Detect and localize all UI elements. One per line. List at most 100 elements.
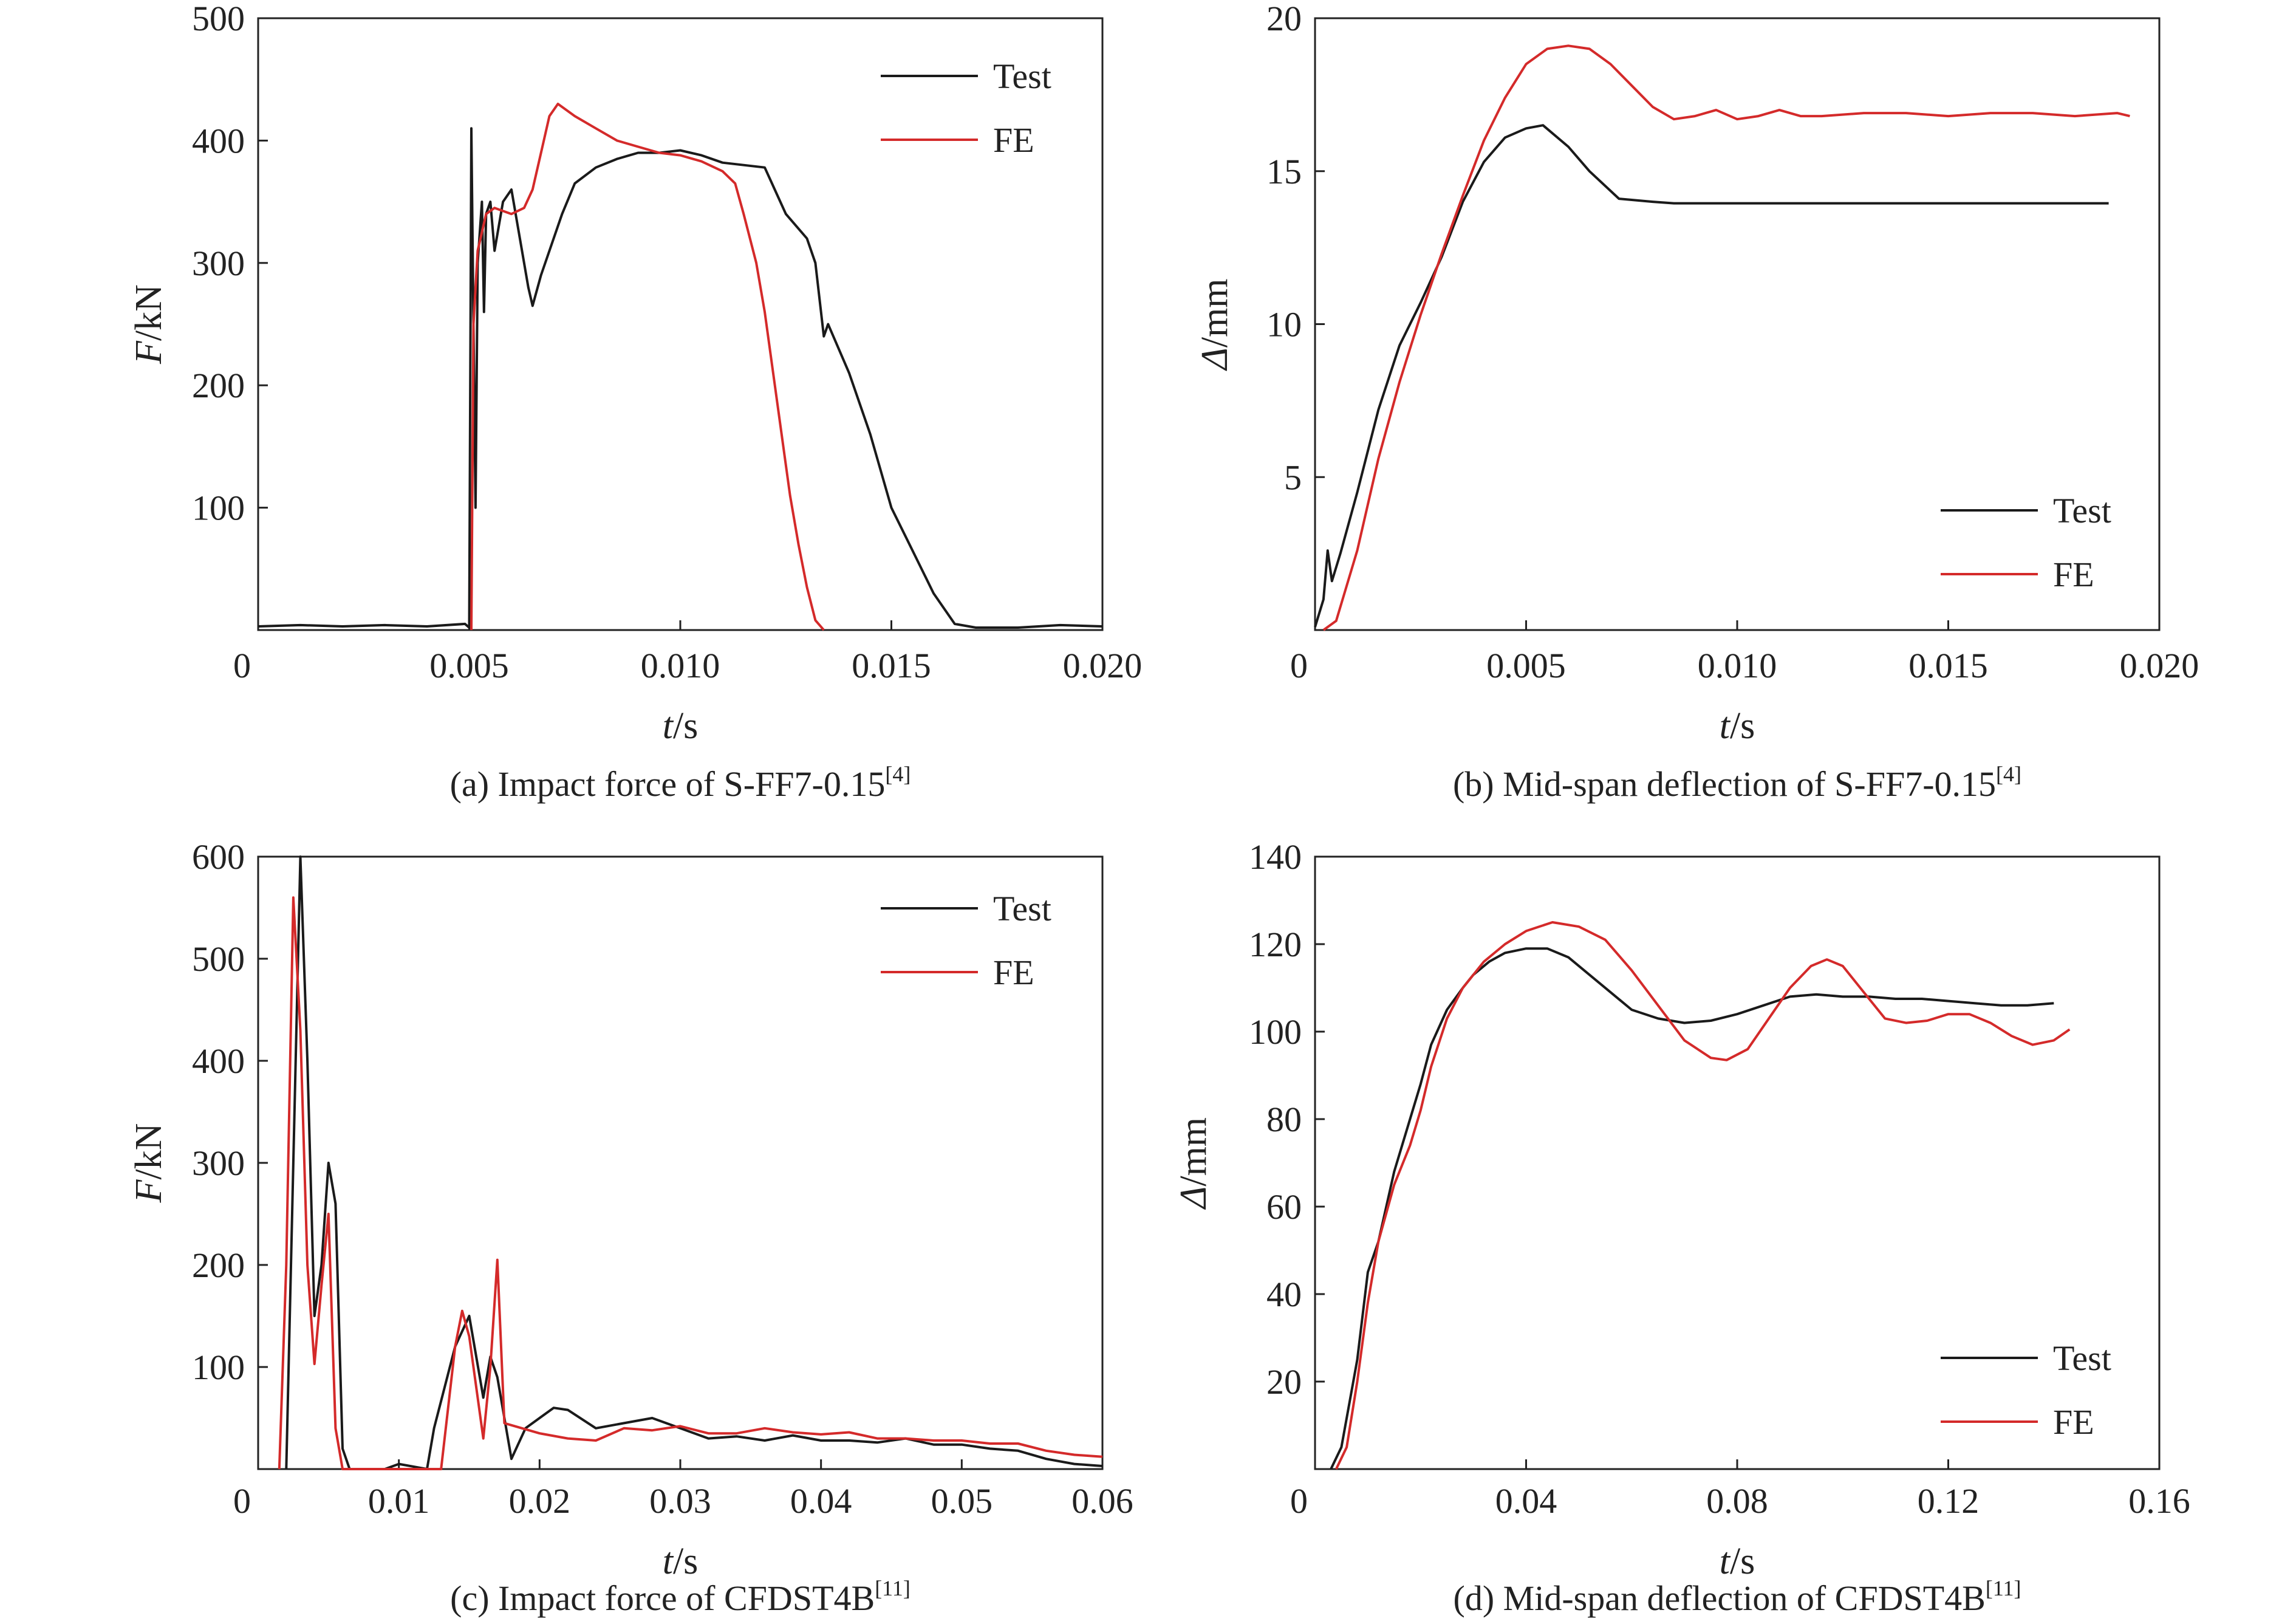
x-tick-label: 0.015 [852,646,931,685]
x-axis-unit: /s [673,1541,698,1582]
caption-text: (c) Impact force of CFDST4B [450,1578,875,1618]
y-axis-label: Δ/mm [1194,278,1235,371]
y-tick-label: 20 [1266,1362,1302,1402]
y-axis-unit: /kN [128,284,169,341]
x-axis-label: t/s [1720,705,1755,747]
plot-frame [1314,855,2161,1470]
y-axis-variable: Δ [1194,348,1235,371]
x-tick-label: 0.03 [649,1481,711,1521]
chart-b: 0 0.005 0.010 0.015 0.020 5 10 15 20 t/s Δ/mm Test F… [1194,0,2199,804]
y-tick-label: 200 [192,366,245,405]
series-line-test [1314,124,2109,628]
series-line-fe [1322,44,2130,631]
y-tick-label: 200 [192,1245,245,1285]
x-tick-label: 0.04 [790,1481,852,1521]
x-tick-label: 0.015 [1908,646,1988,685]
x-tick-label: 0.020 [2120,646,2199,685]
x-tick-label: 0.02 [509,1481,571,1521]
chart-c: 0 0.01 0.02 0.03 0.04 0.05 0.06 100 200 300 400 500… [128,837,1133,1618]
y-tick-label: 500 [192,939,245,979]
x-tick-label: 0.01 [368,1481,430,1521]
y-tick-label: 300 [192,1143,245,1183]
caption-text: (a) Impact force of S-FF7-0.15 [450,764,886,804]
x-tick-label: 0.05 [931,1481,993,1521]
x-axis-variable: t [1720,705,1731,747]
x-tick-label: 0 [1290,1481,1308,1521]
y-tick-label: 80 [1266,1100,1302,1139]
y-tick-label: 300 [192,244,245,283]
x-axis-unit: /s [1730,1541,1755,1582]
plot-frame [257,17,1104,631]
y-tick-label: 140 [1249,837,1302,877]
y-axis-variable: F [128,340,169,365]
y-tick-label: 15 [1266,152,1302,191]
x-tick-label: 0.04 [1495,1481,1557,1521]
subfigure-caption: (c) Impact force of CFDST4B[11] [450,1576,911,1618]
y-tick-label: 60 [1266,1187,1302,1227]
chart-d: 0 0.04 0.08 0.12 0.16 20 40 60 80 100 120 140 t/s Δ/m… [1173,837,2190,1618]
x-axis-unit: /s [673,705,698,747]
x-axis-variable: t [1720,1541,1731,1582]
x-axis-label: t/s [663,705,699,747]
series-line-fe [1334,921,2071,1470]
y-tick-label: 100 [1249,1012,1302,1052]
y-tick-label: 500 [192,0,245,38]
legend-label-fe: FE [993,953,1034,992]
x-axis-variable: t [663,705,674,747]
legend-label-test: Test [2053,1338,2111,1378]
x-tick-label: 0.16 [2128,1481,2190,1521]
y-axis-variable: F [128,1179,169,1203]
subfigure-caption: (b) Mid-span deflection of S-FF7-0.15[4] [1453,762,2021,804]
series-line-fe [470,103,825,631]
subfigure-caption: (d) Mid-span deflection of CFDST4B[11] [1454,1576,2021,1618]
x-axis-label: t/s [1720,1541,1755,1582]
series-line-test [285,855,1103,1470]
legend-label-test: Test [993,57,1051,96]
legend-label-fe: FE [2053,1402,2094,1442]
legend-label-fe: FE [2053,555,2094,594]
plot-frame [1314,17,2161,631]
y-tick-label: 40 [1266,1275,1302,1314]
legend-label-test: Test [2053,491,2111,530]
x-tick-label: 0.005 [429,646,509,685]
x-tick-label: 0 [1290,646,1308,685]
x-tick-label: 0.005 [1486,646,1566,685]
y-tick-label: 100 [192,488,245,528]
legend-label-fe: FE [993,120,1034,160]
y-axis-label: F/kN [128,284,169,365]
caption-reference: [4] [1996,762,2021,786]
y-tick-label: 400 [192,121,245,160]
series-line-test [1330,947,2054,1470]
y-tick-label: 100 [192,1348,245,1387]
y-tick-label: 120 [1249,925,1302,964]
x-tick-label: 0.08 [1706,1481,1768,1521]
y-axis-variable: Δ [1173,1187,1214,1210]
y-tick-label: 400 [192,1041,245,1081]
chart-a: 0 0.005 0.010 0.015 0.020 100 200 300 400 500 t/s F… [128,0,1142,804]
x-tick-label: 0.010 [641,646,720,685]
x-tick-label: 0 [233,1481,251,1521]
y-axis-unit: /mm [1194,278,1235,348]
subfigure-caption: (a) Impact force of S-FF7-0.15[4] [450,762,911,804]
y-tick-label: 600 [192,837,245,877]
caption-reference: [4] [885,762,911,786]
x-tick-label: 0.12 [1918,1481,1980,1521]
x-tick-label: 0.06 [1071,1481,1133,1521]
x-axis-variable: t [663,1541,674,1582]
x-tick-label: 0.010 [1698,646,1777,685]
caption-reference: [11] [875,1576,911,1600]
y-axis-label: Δ/mm [1173,1117,1214,1210]
legend-label-test: Test [993,889,1051,928]
y-tick-label: 20 [1266,0,1302,38]
series-line-fe [278,896,1103,1470]
x-axis-label: t/s [663,1541,699,1582]
plot-frame [257,855,1104,1470]
x-axis-unit: /s [1730,705,1755,747]
caption-text: (d) Mid-span deflection of CFDST4B [1454,1578,1986,1618]
y-tick-label: 5 [1284,457,1302,497]
y-axis-unit: /kN [128,1123,169,1180]
caption-reference: [11] [1986,1576,2021,1600]
series-line-test [258,127,1103,629]
y-tick-label: 10 [1266,305,1302,344]
